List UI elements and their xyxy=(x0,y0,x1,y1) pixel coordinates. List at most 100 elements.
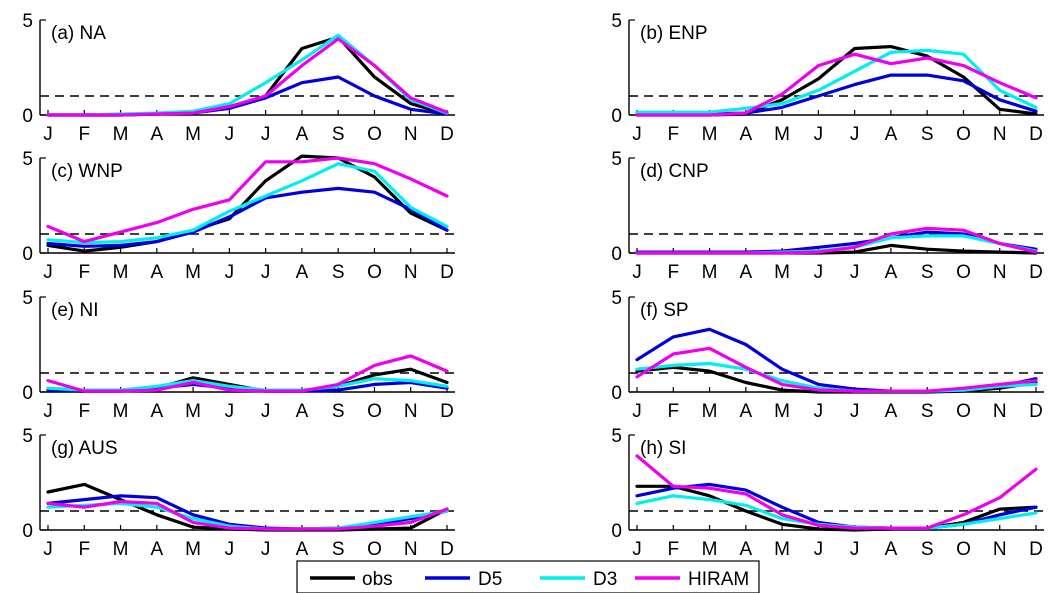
panel-3: 05J F M A M J J A S O N D(c) WNP xyxy=(22,149,455,283)
x-tick-label: M xyxy=(113,401,129,422)
legend-label-obs: obs xyxy=(362,569,393,590)
x-tick-label: N xyxy=(404,124,418,145)
y-tick-label: 0 xyxy=(22,106,33,127)
x-tick-label: J xyxy=(814,539,824,560)
x-tick-label: D xyxy=(1029,262,1043,283)
series-line-d5 xyxy=(46,186,449,248)
series-line-d3 xyxy=(46,162,449,245)
x-tick-label: J xyxy=(225,401,235,422)
x-tick-label: A xyxy=(150,401,163,422)
x-tick-label: F xyxy=(667,124,679,145)
y-tick-label: 5 xyxy=(611,11,622,32)
y-tick-label: 5 xyxy=(611,149,622,170)
x-tick-label: F xyxy=(78,124,90,145)
x-tick-label: A xyxy=(739,124,752,145)
x-tick-label: O xyxy=(367,401,382,422)
x-tick-label: J xyxy=(43,262,53,283)
x-tick-label: M xyxy=(185,401,201,422)
x-tick-label: J xyxy=(261,262,271,283)
series-line-obs xyxy=(46,154,449,253)
x-tick-label: S xyxy=(332,401,345,422)
x-tick-label: J xyxy=(814,262,824,283)
x-tick-label: S xyxy=(921,401,934,422)
x-tick-label: M xyxy=(702,539,718,560)
x-tick-label: D xyxy=(1029,539,1043,560)
series-line-hiram xyxy=(635,454,1038,530)
x-tick-label: N xyxy=(404,539,418,560)
panel-title: (g) AUS xyxy=(51,438,118,459)
x-tick-label: N xyxy=(993,124,1007,145)
y-tick-label: 0 xyxy=(22,383,33,404)
x-tick-label: O xyxy=(956,401,971,422)
x-tick-label: A xyxy=(150,124,163,145)
x-tick-label: M xyxy=(185,124,201,145)
x-tick-label: S xyxy=(332,124,345,145)
x-tick-label: F xyxy=(78,401,90,422)
x-tick-label: A xyxy=(150,539,163,560)
x-tick-label: J xyxy=(43,401,53,422)
panel-title: (c) WNP xyxy=(51,161,123,182)
x-tick-label: M xyxy=(113,124,129,145)
x-tick-label: A xyxy=(296,539,309,560)
panel-4: 05J F M A M J J A S O N D(d) CNP xyxy=(611,149,1044,283)
panel-title: (d) CNP xyxy=(640,161,709,182)
panel-title: (b) ENP xyxy=(640,23,708,44)
x-tick-label: A xyxy=(739,539,752,560)
x-tick-label: M xyxy=(113,539,129,560)
series-line-hiram xyxy=(46,156,449,244)
x-tick-label: F xyxy=(667,401,679,422)
x-tick-label: F xyxy=(78,539,90,560)
y-tick-label: 0 xyxy=(611,521,622,542)
x-tick-label: J xyxy=(225,124,235,145)
panel-7: 05J F M A M J J A S O N D(g) AUS xyxy=(22,426,455,560)
panel-title: (f) SP xyxy=(640,300,689,321)
legend-label-d3: D3 xyxy=(593,569,617,590)
x-tick-label: M xyxy=(702,401,718,422)
x-tick-label: N xyxy=(993,262,1007,283)
x-tick-label: M xyxy=(702,262,718,283)
x-tick-label: A xyxy=(885,124,898,145)
x-tick-label: N xyxy=(404,262,418,283)
x-tick-label: J xyxy=(43,124,53,145)
x-tick-label: D xyxy=(1029,401,1043,422)
x-tick-label: F xyxy=(78,262,90,283)
series-line-obs xyxy=(635,484,1038,532)
panel-title: (e) NI xyxy=(51,300,99,321)
x-tick-label: A xyxy=(739,262,752,283)
x-tick-label: J xyxy=(225,262,235,283)
x-tick-label: J xyxy=(632,124,642,145)
x-tick-label: D xyxy=(440,401,454,422)
x-tick-label: J xyxy=(225,539,235,560)
x-tick-label: S xyxy=(332,262,345,283)
y-tick-label: 5 xyxy=(22,11,33,32)
y-tick-label: 5 xyxy=(611,288,622,309)
x-tick-label: J xyxy=(814,401,824,422)
x-tick-label: J xyxy=(43,539,53,560)
series-line-hiram xyxy=(46,354,449,393)
x-tick-label: A xyxy=(739,401,752,422)
y-tick-label: 0 xyxy=(611,383,622,404)
panel-title: (a) NA xyxy=(51,23,106,44)
panel-8: 05J F M A M J J A S O N D(h) SI xyxy=(611,426,1044,560)
x-tick-label: J xyxy=(850,124,860,145)
y-tick-label: 0 xyxy=(611,106,622,127)
y-tick-label: 0 xyxy=(22,521,33,542)
panel-1: 05J F M A M J J A S O N D(a) NA xyxy=(22,11,455,145)
x-tick-label: J xyxy=(261,401,271,422)
x-tick-label: O xyxy=(367,262,382,283)
x-tick-label: J xyxy=(632,539,642,560)
y-tick-label: 0 xyxy=(611,244,622,265)
x-tick-label: J xyxy=(850,539,860,560)
x-tick-label: A xyxy=(296,401,309,422)
x-tick-label: A xyxy=(885,262,898,283)
x-tick-label: M xyxy=(774,262,790,283)
x-tick-label: A xyxy=(885,401,898,422)
y-tick-label: 5 xyxy=(611,426,622,447)
series-line-hiram xyxy=(635,346,1038,393)
series-line-hiram xyxy=(635,226,1038,255)
y-tick-label: 0 xyxy=(22,244,33,265)
x-tick-label: D xyxy=(440,262,454,283)
x-tick-label: J xyxy=(261,539,271,560)
x-tick-label: A xyxy=(150,262,163,283)
